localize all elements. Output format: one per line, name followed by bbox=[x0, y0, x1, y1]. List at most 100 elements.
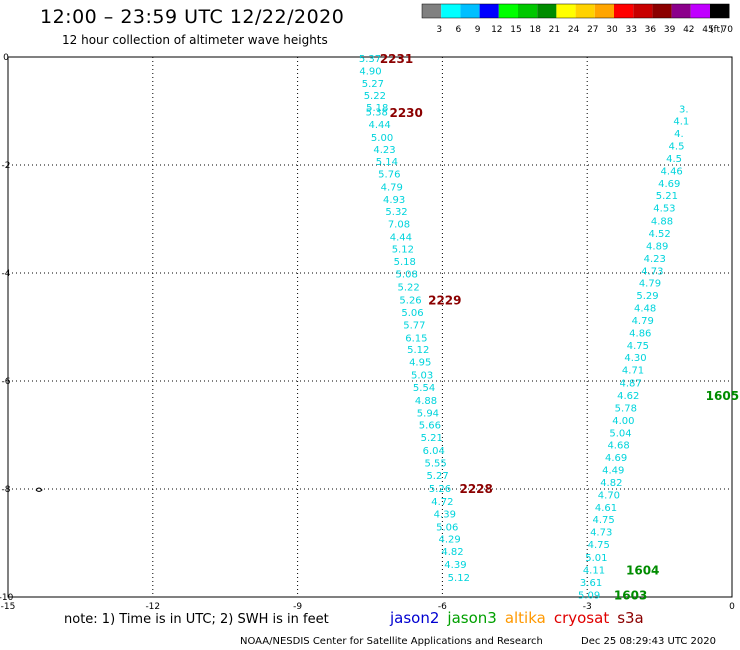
swh-value: 4.73 bbox=[590, 528, 612, 539]
x-tick-label: -9 bbox=[293, 602, 302, 610]
swh-value: 4.79 bbox=[639, 279, 661, 290]
colorbar-border bbox=[421, 3, 730, 19]
swh-value: 4.11 bbox=[583, 565, 605, 576]
y-tick-label: -4 bbox=[2, 269, 11, 279]
colorbar-label: 15 bbox=[510, 25, 521, 35]
swh-value: 4.95 bbox=[409, 358, 431, 369]
swh-value: 4.23 bbox=[644, 254, 666, 265]
swh-value: 4.88 bbox=[651, 217, 673, 228]
colorbar-swatch bbox=[556, 4, 576, 18]
swh-value: 5.08 bbox=[396, 270, 418, 281]
y-tick-label: -2 bbox=[2, 161, 11, 171]
swh-value: 5.18 bbox=[366, 103, 388, 114]
plot-frame bbox=[7, 56, 733, 598]
swh-value: 5.06 bbox=[436, 522, 458, 533]
pass-time-label: 2229 bbox=[428, 293, 461, 307]
colorbar-swatch bbox=[460, 4, 480, 18]
swh-value: 4.39 bbox=[444, 560, 466, 571]
swh-value: 4.75 bbox=[592, 515, 614, 526]
swh-value: 5.54 bbox=[413, 383, 435, 394]
swh-value: 5.21 bbox=[656, 191, 678, 202]
island-marker bbox=[35, 487, 43, 492]
colorbar-label: 6 bbox=[456, 25, 462, 35]
swh-value: 4.71 bbox=[622, 366, 644, 377]
swh-value: 5.22 bbox=[397, 283, 419, 294]
colorbar-swatch bbox=[614, 4, 634, 18]
pass-time-label: 1603 bbox=[614, 588, 647, 602]
swh-value: 6.04 bbox=[423, 446, 445, 457]
swh-value: 4.73 bbox=[641, 266, 663, 277]
colorbar-label: 33 bbox=[625, 25, 636, 35]
swh-value: 5.94 bbox=[417, 408, 439, 419]
swh-value: 4.70 bbox=[598, 490, 620, 501]
colorbar-swatch bbox=[441, 4, 461, 18]
swh-value: 4.69 bbox=[658, 179, 680, 190]
swh-value: 4.00 bbox=[612, 416, 634, 427]
swh-value: 5.32 bbox=[385, 207, 407, 218]
colorbar-label: 30 bbox=[606, 25, 618, 35]
colorbar-label: 36 bbox=[645, 25, 657, 35]
pass-time-label: 2230 bbox=[389, 106, 422, 120]
wave-height-map: -15 -12 -9 -6 -3 00-2-4-6-8-10 5.374.905.275.… bbox=[0, 52, 739, 610]
colorbar-label: 42 bbox=[683, 25, 694, 35]
swh-value: 4.79 bbox=[632, 316, 654, 327]
colorbar-swatch bbox=[594, 4, 614, 18]
swh-value: 5.03 bbox=[411, 371, 433, 382]
swh-value: 5.06 bbox=[401, 308, 423, 319]
colorbar-label: 21 bbox=[549, 25, 560, 35]
timestamp-text: Dec 25 08:29:43 UTC 2020 bbox=[581, 636, 716, 647]
swh-value: 4.5 bbox=[669, 142, 685, 153]
swh-value: 5.12 bbox=[448, 573, 470, 584]
map-title: 12:00 – 23:59 UTC 12/22/2020 bbox=[40, 6, 345, 28]
swh-value: 5.27 bbox=[362, 79, 384, 90]
y-tick-label: -6 bbox=[2, 377, 11, 387]
x-tick-label: 0 bbox=[729, 602, 735, 610]
swh-value: 5.26 bbox=[399, 295, 421, 306]
swh-value: 4.68 bbox=[607, 441, 629, 452]
x-tick-label: -15 bbox=[1, 602, 16, 610]
colorbar-label: 39 bbox=[664, 25, 676, 35]
swh-value: 5.76 bbox=[378, 170, 400, 181]
swh-value: 4.29 bbox=[439, 535, 461, 546]
swh-value: 5.38 bbox=[366, 108, 388, 119]
colorbar-swatch bbox=[498, 4, 518, 18]
swh-value: 5.77 bbox=[403, 320, 425, 331]
swh-value: 5.29 bbox=[636, 291, 658, 302]
swh-value: 4.86 bbox=[629, 328, 651, 339]
swh-value: 4.5 bbox=[666, 154, 682, 165]
colorbar-swatch bbox=[537, 4, 557, 18]
swh-value: 7.08 bbox=[388, 219, 410, 230]
colorbar-swatch bbox=[690, 4, 710, 18]
pass-time-label: 1605 bbox=[706, 389, 739, 403]
swh-value: 5.78 bbox=[615, 403, 637, 414]
swh-value: 4.39 bbox=[434, 509, 456, 520]
swh-value: 4.87 bbox=[620, 379, 642, 390]
map-subtitle: 12 hour collection of altimeter wave hei… bbox=[62, 33, 328, 47]
colorbar-swatch bbox=[575, 4, 595, 18]
legend-item-jason3: jason3 bbox=[447, 609, 497, 627]
credit-text: NOAA/NESDIS Center for Satellite Applica… bbox=[240, 636, 543, 647]
swh-value: 4.1 bbox=[673, 117, 689, 128]
swh-value: 4.53 bbox=[653, 204, 675, 215]
swh-value: 5.27 bbox=[426, 471, 448, 482]
pass-time-label: 1604 bbox=[626, 563, 659, 577]
wave-height-colorbar: 3 6 9 12 15 18 21 24 27 30 33 36 39 42 45 70(ft) bbox=[421, 3, 733, 35]
swh-value: 4.90 bbox=[359, 67, 381, 78]
swh-value: 5.66 bbox=[419, 421, 441, 432]
colorbar-swatch bbox=[652, 4, 672, 18]
swh-value: 3.61 bbox=[580, 578, 602, 589]
x-tick-label: -12 bbox=[145, 602, 160, 610]
swh-value: 4.44 bbox=[369, 120, 391, 131]
colorbar-unit: (ft) bbox=[710, 25, 724, 35]
swh-value: 5.12 bbox=[392, 245, 414, 256]
units-note: note: 1) Time is in UTC; 2) SWH is in fe… bbox=[64, 612, 329, 627]
colorbar-label: 27 bbox=[587, 25, 598, 35]
y-tick-label: -10 bbox=[0, 593, 14, 603]
swh-value: 6.15 bbox=[405, 333, 427, 344]
swh-value: 4.23 bbox=[373, 145, 395, 156]
colorbar-swatch bbox=[479, 4, 499, 18]
y-tick-label: 0 bbox=[3, 53, 9, 63]
swh-value: 5.14 bbox=[376, 157, 398, 168]
swh-value: 5.09 bbox=[578, 590, 600, 601]
colorbar-swatch bbox=[633, 4, 653, 18]
